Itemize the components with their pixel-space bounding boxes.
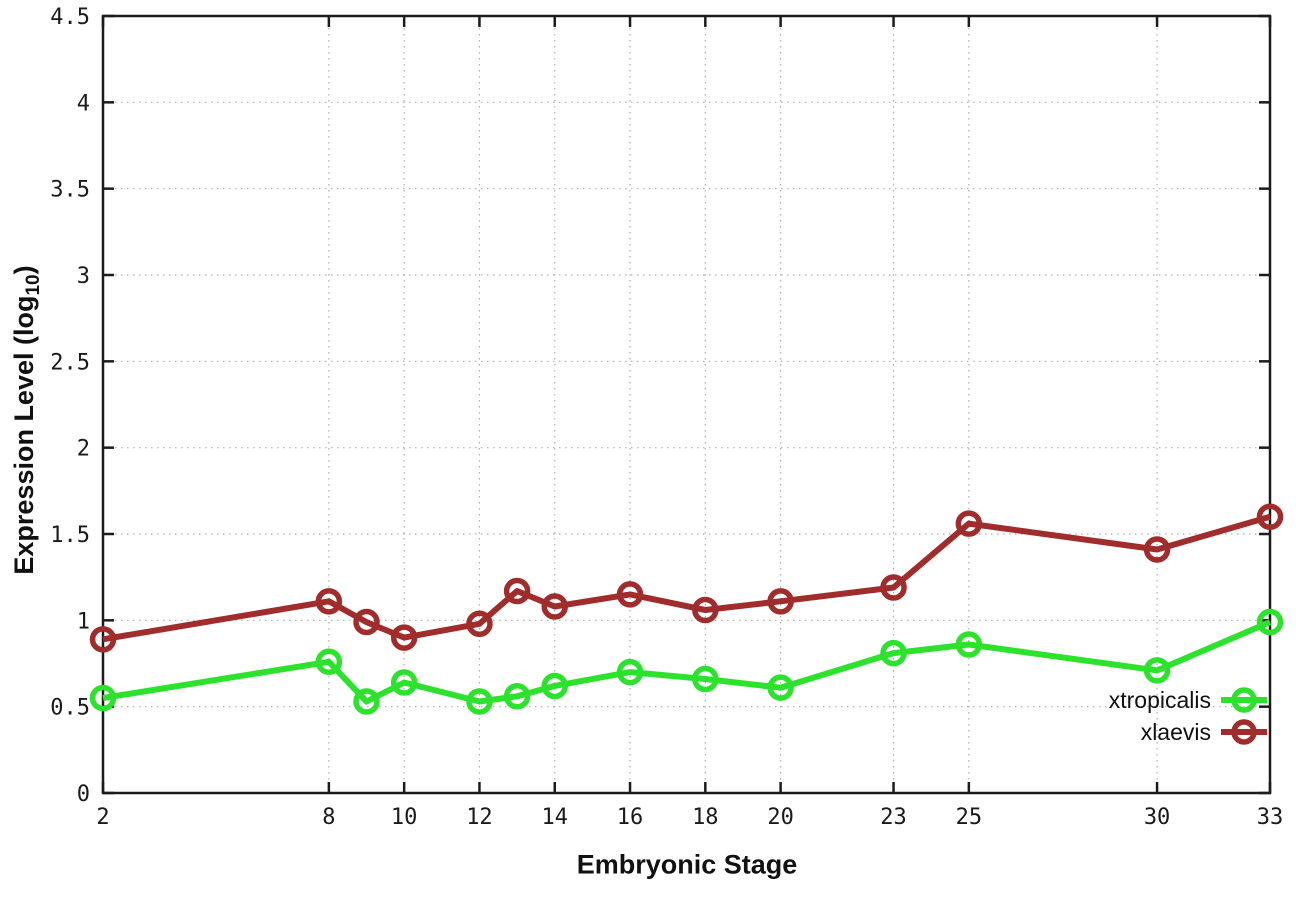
data-point-xtropicalis <box>880 639 907 667</box>
data-point-xtropicalis <box>89 684 117 712</box>
legend-label-xlaevis: xlaevis <box>1140 719 1211 745</box>
data-point-xlaevis <box>466 610 493 638</box>
data-point-xtropicalis <box>353 688 380 715</box>
x-tick-label: 8 <box>322 805 335 830</box>
y-axis-title: Expression Level (log10) <box>9 265 45 574</box>
x-axis-title: Embryonic Stage <box>576 849 798 880</box>
x-tick-label: 23 <box>880 805 907 830</box>
data-point-xlaevis <box>616 581 644 608</box>
data-point-xlaevis <box>692 596 719 624</box>
data-point-xtropicalis <box>616 658 644 686</box>
y-tick-label: 4.5 <box>50 5 90 30</box>
data-point-xlaevis <box>353 608 380 636</box>
y-tick-label: 2.5 <box>50 350 90 375</box>
x-tick-label: 33 <box>1257 805 1284 830</box>
legend-label-xtropicalis: xtropicalis <box>1108 687 1211 713</box>
data-point-xlaevis <box>767 588 794 615</box>
data-point-xtropicalis <box>1256 608 1284 636</box>
line-point-marker-icon <box>1221 687 1267 713</box>
y-axis-title-close: ) <box>8 265 39 275</box>
y-tick-label: 1 <box>77 609 90 634</box>
data-point-xtropicalis <box>955 631 983 658</box>
x-tick-label: 14 <box>541 805 568 830</box>
data-point-xlaevis <box>315 588 343 615</box>
y-tick-label: 3 <box>77 264 90 289</box>
y-axis-title-subscript: 10 <box>23 274 45 296</box>
y-axis-title-text: Expression Level (log <box>8 295 39 575</box>
data-point-xtropicalis <box>767 674 794 701</box>
plot-border <box>101 14 1272 795</box>
data-point-xlaevis <box>1143 536 1171 563</box>
legend: xtropicalis xlaevis <box>1109 686 1268 746</box>
series-line-xtropicalis <box>102 619 1272 705</box>
line-point-marker-icon <box>1221 719 1267 745</box>
y-tick-label: 4 <box>77 91 90 116</box>
data-point-xlaevis <box>390 624 418 651</box>
y-tick-label: 1.5 <box>50 523 90 548</box>
data-point-xlaevis <box>89 626 117 653</box>
x-tick-label: 2 <box>96 805 109 830</box>
data-point-xtropicalis <box>692 665 719 693</box>
y-tick-label: 3.5 <box>50 178 90 203</box>
data-point-xtropicalis <box>1143 657 1171 684</box>
x-tick-label: 20 <box>767 805 794 830</box>
data-point-xlaevis <box>955 510 983 537</box>
data-point-xlaevis <box>541 593 568 620</box>
data-point-xlaevis <box>1256 503 1284 530</box>
data-point-xtropicalis <box>503 683 531 710</box>
x-tick-label: 30 <box>1144 805 1171 830</box>
data-point-xtropicalis <box>541 672 568 700</box>
x-tick-label: 10 <box>391 805 418 830</box>
y-tick-label: 2 <box>77 437 90 462</box>
x-tick-label: 12 <box>466 805 493 830</box>
y-tick-label: 0.5 <box>50 696 90 721</box>
data-point-xtropicalis <box>390 669 418 696</box>
x-tick-label: 25 <box>956 805 983 830</box>
data-point-xlaevis <box>503 577 531 605</box>
legend-item-xtropicalis: xtropicalis <box>1109 686 1268 714</box>
x-tick-label: 18 <box>692 805 719 830</box>
y-tick-label: 0 <box>77 782 90 807</box>
data-point-xtropicalis <box>466 688 493 715</box>
legend-item-xlaevis: xlaevis <box>1109 718 1268 746</box>
data-point-xtropicalis <box>315 648 343 676</box>
series-line-xlaevis <box>102 513 1271 643</box>
data-point-xlaevis <box>880 574 907 601</box>
x-tick-label: 16 <box>617 805 644 830</box>
